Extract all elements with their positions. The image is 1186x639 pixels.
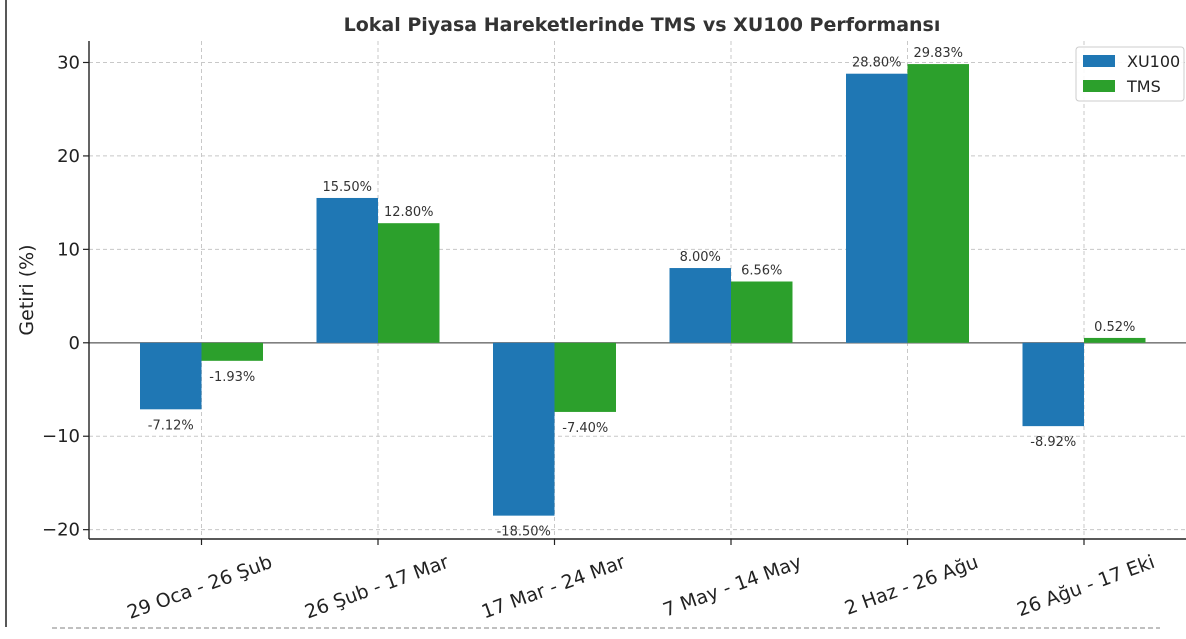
grid-lines bbox=[89, 41, 1186, 539]
bar-xu100-2 bbox=[493, 342, 555, 516]
x-tick-label: 26 Şub - 17 Mar bbox=[302, 551, 452, 624]
legend: XU100 TMS bbox=[1075, 46, 1185, 102]
chart-title: Lokal Piyasa Hareketlerinde TMS vs XU100… bbox=[344, 14, 941, 36]
y-tick-label: 30 bbox=[57, 52, 80, 73]
data-label-xu100-5: -8.92% bbox=[1030, 435, 1076, 450]
bar-xu100-1 bbox=[316, 197, 378, 343]
data-label-xu100-0: -7.12% bbox=[148, 418, 194, 433]
data-label-xu100-4: 28.80% bbox=[852, 56, 902, 71]
y-tick-label: −20 bbox=[42, 520, 80, 541]
data-label-tms-3: 6.56% bbox=[741, 263, 782, 278]
data-label-tms-1: 12.80% bbox=[384, 205, 434, 220]
data-label-tms-0: -1.93% bbox=[209, 370, 255, 385]
bar-tms-4 bbox=[907, 64, 969, 343]
data-label-tms-5: 0.52% bbox=[1094, 320, 1135, 335]
bar-tms-0 bbox=[201, 342, 263, 361]
x-tick-label: 7 May - 14 May bbox=[660, 551, 805, 622]
data-label-xu100-1: 15.50% bbox=[322, 180, 372, 195]
bar-xu100-4 bbox=[846, 73, 908, 343]
data-label-tms-4: 29.83% bbox=[913, 46, 963, 61]
bar-tms-2 bbox=[554, 342, 616, 412]
data-label-tms-2: -7.40% bbox=[562, 421, 608, 436]
legend-label-tms: TMS bbox=[1126, 77, 1161, 96]
data-label-xu100-2: -18.50% bbox=[497, 525, 551, 540]
x-tick-label: 26 Ağu - 17 Eki bbox=[1014, 551, 1158, 621]
y-tick-label: 20 bbox=[57, 146, 80, 167]
bar-tms-3 bbox=[731, 281, 793, 343]
bar-tms-5 bbox=[1084, 337, 1146, 343]
bar-tms-1 bbox=[378, 223, 440, 343]
y-tick-label: 10 bbox=[57, 239, 80, 260]
y-axis-label: Getiri (%) bbox=[16, 244, 38, 335]
bar-xu100-5 bbox=[1022, 342, 1084, 427]
bar-xu100-0 bbox=[140, 342, 202, 410]
x-tick-label: 2 Haz - 26 Ağu bbox=[842, 551, 981, 620]
legend-swatch-tms bbox=[1083, 80, 1115, 92]
tick-labels: −20 −10 0 10 20 30 29 Oca - 26 Şub 26 Şub - 17 … bbox=[42, 52, 1158, 623]
y-tick-label: −10 bbox=[42, 426, 80, 447]
x-tick-label: 17 Mar - 24 Mar bbox=[479, 551, 629, 623]
y-tick-label: 0 bbox=[69, 333, 80, 354]
bar-xu100-3 bbox=[669, 268, 731, 343]
bars bbox=[140, 64, 1146, 516]
legend-label-xu100: XU100 bbox=[1127, 52, 1180, 71]
axes bbox=[83, 41, 1186, 545]
data-label-xu100-3: 8.00% bbox=[680, 250, 721, 265]
data-labels: -7.12% 15.50% -18.50% 8.00% 28.80% -8.92% -1.9… bbox=[148, 46, 1136, 540]
x-tick-label: 29 Oca - 26 Şub bbox=[124, 551, 275, 624]
legend-swatch-xu100 bbox=[1083, 55, 1115, 67]
